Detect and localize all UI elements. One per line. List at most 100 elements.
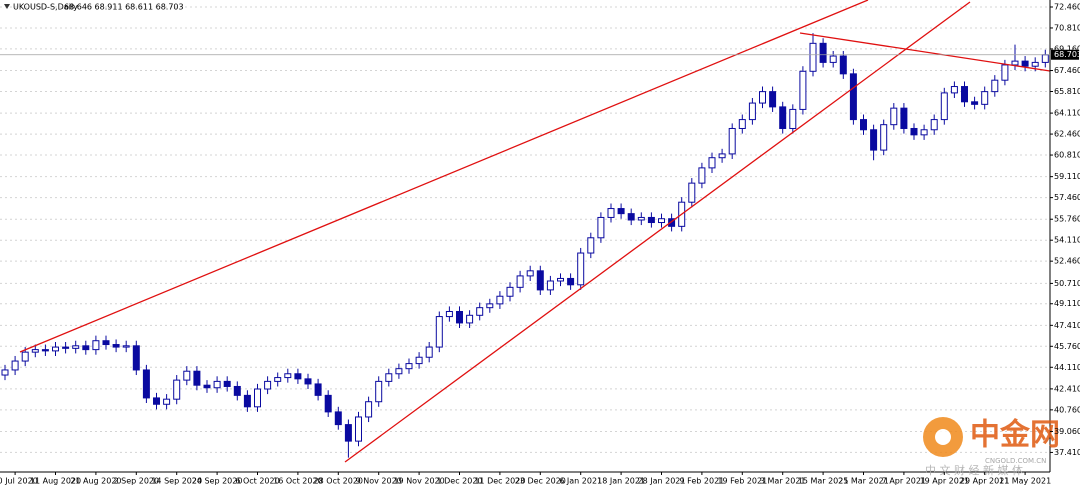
candle-body	[890, 107, 898, 126]
y-tick-label: 45.760	[1054, 342, 1080, 351]
x-tick-label: 28 Oct 2020	[314, 477, 363, 486]
candle-body	[183, 370, 191, 381]
candle-body	[466, 314, 474, 324]
trendlines	[19, 0, 1051, 463]
candle-body	[910, 127, 918, 136]
x-tick-label: 6 Jan 2021	[559, 477, 602, 486]
x-tick-label: 2 Sep 2020	[113, 477, 159, 486]
y-tick-label: 60.810	[1054, 151, 1080, 160]
candle-body	[718, 153, 726, 159]
candles	[1, 33, 1049, 458]
candle-body	[203, 384, 211, 389]
x-tick-label: 19 Apr 2021	[920, 477, 969, 486]
candle-body	[991, 79, 999, 93]
candle-body	[324, 394, 332, 413]
watermark: 中金网 CNGOLD.COM.CN 中 文 财 经 新 媒 体	[923, 417, 1060, 477]
candle-body	[597, 216, 605, 239]
candle-body	[546, 280, 554, 291]
candle-body	[860, 119, 867, 131]
last-price-box	[1051, 49, 1079, 60]
x-tick-label: 9 Nov 2020	[356, 477, 402, 486]
candle-body	[728, 127, 736, 155]
y-tick-label: 50.710	[1054, 279, 1080, 288]
candle-body	[779, 106, 787, 129]
candle-body	[486, 303, 494, 309]
candle-body	[1041, 54, 1049, 63]
menu-triangle	[4, 4, 10, 9]
candle-body	[153, 397, 160, 405]
last-price-label: 68.703	[1054, 50, 1080, 59]
trendline	[344, 1, 971, 463]
y-tick-label: 42.410	[1054, 384, 1080, 393]
chart-title: UKOUSD-S,Daily	[13, 3, 78, 12]
candle-body	[496, 295, 504, 305]
y-tick-label: 40.760	[1054, 405, 1080, 414]
candle-body	[31, 349, 39, 353]
x-tick-label: 11 Aug 2020	[30, 477, 81, 486]
candle-body	[233, 385, 241, 396]
candle-body	[940, 92, 948, 121]
candle-body	[930, 119, 938, 131]
watermark-brand: 中金网	[970, 418, 1060, 453]
candle-body	[1, 369, 9, 376]
x-tick-label: 30 Jul 2020	[0, 477, 38, 486]
x-tick-label: 18 Jan 2021	[597, 477, 645, 486]
candle-body	[567, 277, 575, 286]
y-tick-label: 62.460	[1054, 130, 1080, 139]
candle-body	[72, 345, 80, 349]
candle-body	[961, 86, 968, 103]
x-tick-label: 21 Aug 2020	[70, 477, 121, 486]
candle-body	[809, 42, 817, 72]
candle-body	[395, 368, 403, 375]
candle-body	[769, 91, 777, 108]
candle-body	[314, 383, 322, 396]
y-tick-label: 72.460	[1054, 2, 1080, 11]
y-tick-label: 54.110	[1054, 236, 1080, 245]
candle-body	[819, 42, 827, 63]
candle-body	[476, 307, 484, 316]
candle-body	[385, 373, 393, 382]
x-tick-label: 28 Jan 2021	[638, 477, 686, 486]
trendline	[799, 32, 1051, 72]
candle-body	[748, 102, 756, 121]
candle-body	[213, 380, 221, 389]
candle-body	[294, 373, 302, 380]
candle-body	[829, 55, 837, 63]
x-tick-label: 1 Dec 2020	[436, 477, 482, 486]
y-tick-label: 65.810	[1054, 87, 1080, 96]
candle-body	[415, 356, 423, 365]
watermark-logo-inner	[935, 429, 951, 445]
candle-body	[870, 129, 878, 151]
candle-body	[516, 275, 524, 288]
candle-body	[355, 416, 362, 442]
y-tick-label: 37.410	[1054, 448, 1080, 457]
candle-body	[62, 346, 70, 349]
candle-body	[264, 380, 272, 390]
candle-body	[425, 346, 433, 358]
candle-body	[587, 237, 595, 254]
candle-body	[708, 157, 716, 169]
candle-body	[375, 380, 383, 403]
y-tick-label: 67.460	[1054, 66, 1080, 75]
x-tick-label: 24 Sep 2020	[192, 477, 243, 486]
candle-body	[900, 107, 908, 129]
x-tick-label: 16 Oct 2020	[273, 477, 322, 486]
y-tick-label: 47.410	[1054, 321, 1080, 330]
candle-body	[839, 55, 847, 75]
candle-body	[698, 167, 706, 184]
x-tick-label: 19 Feb 2021	[717, 477, 767, 486]
candle-body	[254, 388, 261, 408]
candle-body	[304, 378, 312, 385]
x-tick-label: 23 Dec 2020	[515, 477, 566, 486]
x-tick-label: 29 Apr 2021	[960, 477, 1009, 486]
candle-body	[920, 129, 928, 136]
candle-body	[274, 377, 282, 382]
candle-body	[92, 340, 100, 351]
candle-body	[617, 208, 625, 215]
y-tick-label: 52.460	[1054, 257, 1080, 266]
candle-body	[536, 270, 544, 291]
candle-body	[789, 108, 797, 129]
y-tick-label: 70.810	[1054, 23, 1080, 32]
